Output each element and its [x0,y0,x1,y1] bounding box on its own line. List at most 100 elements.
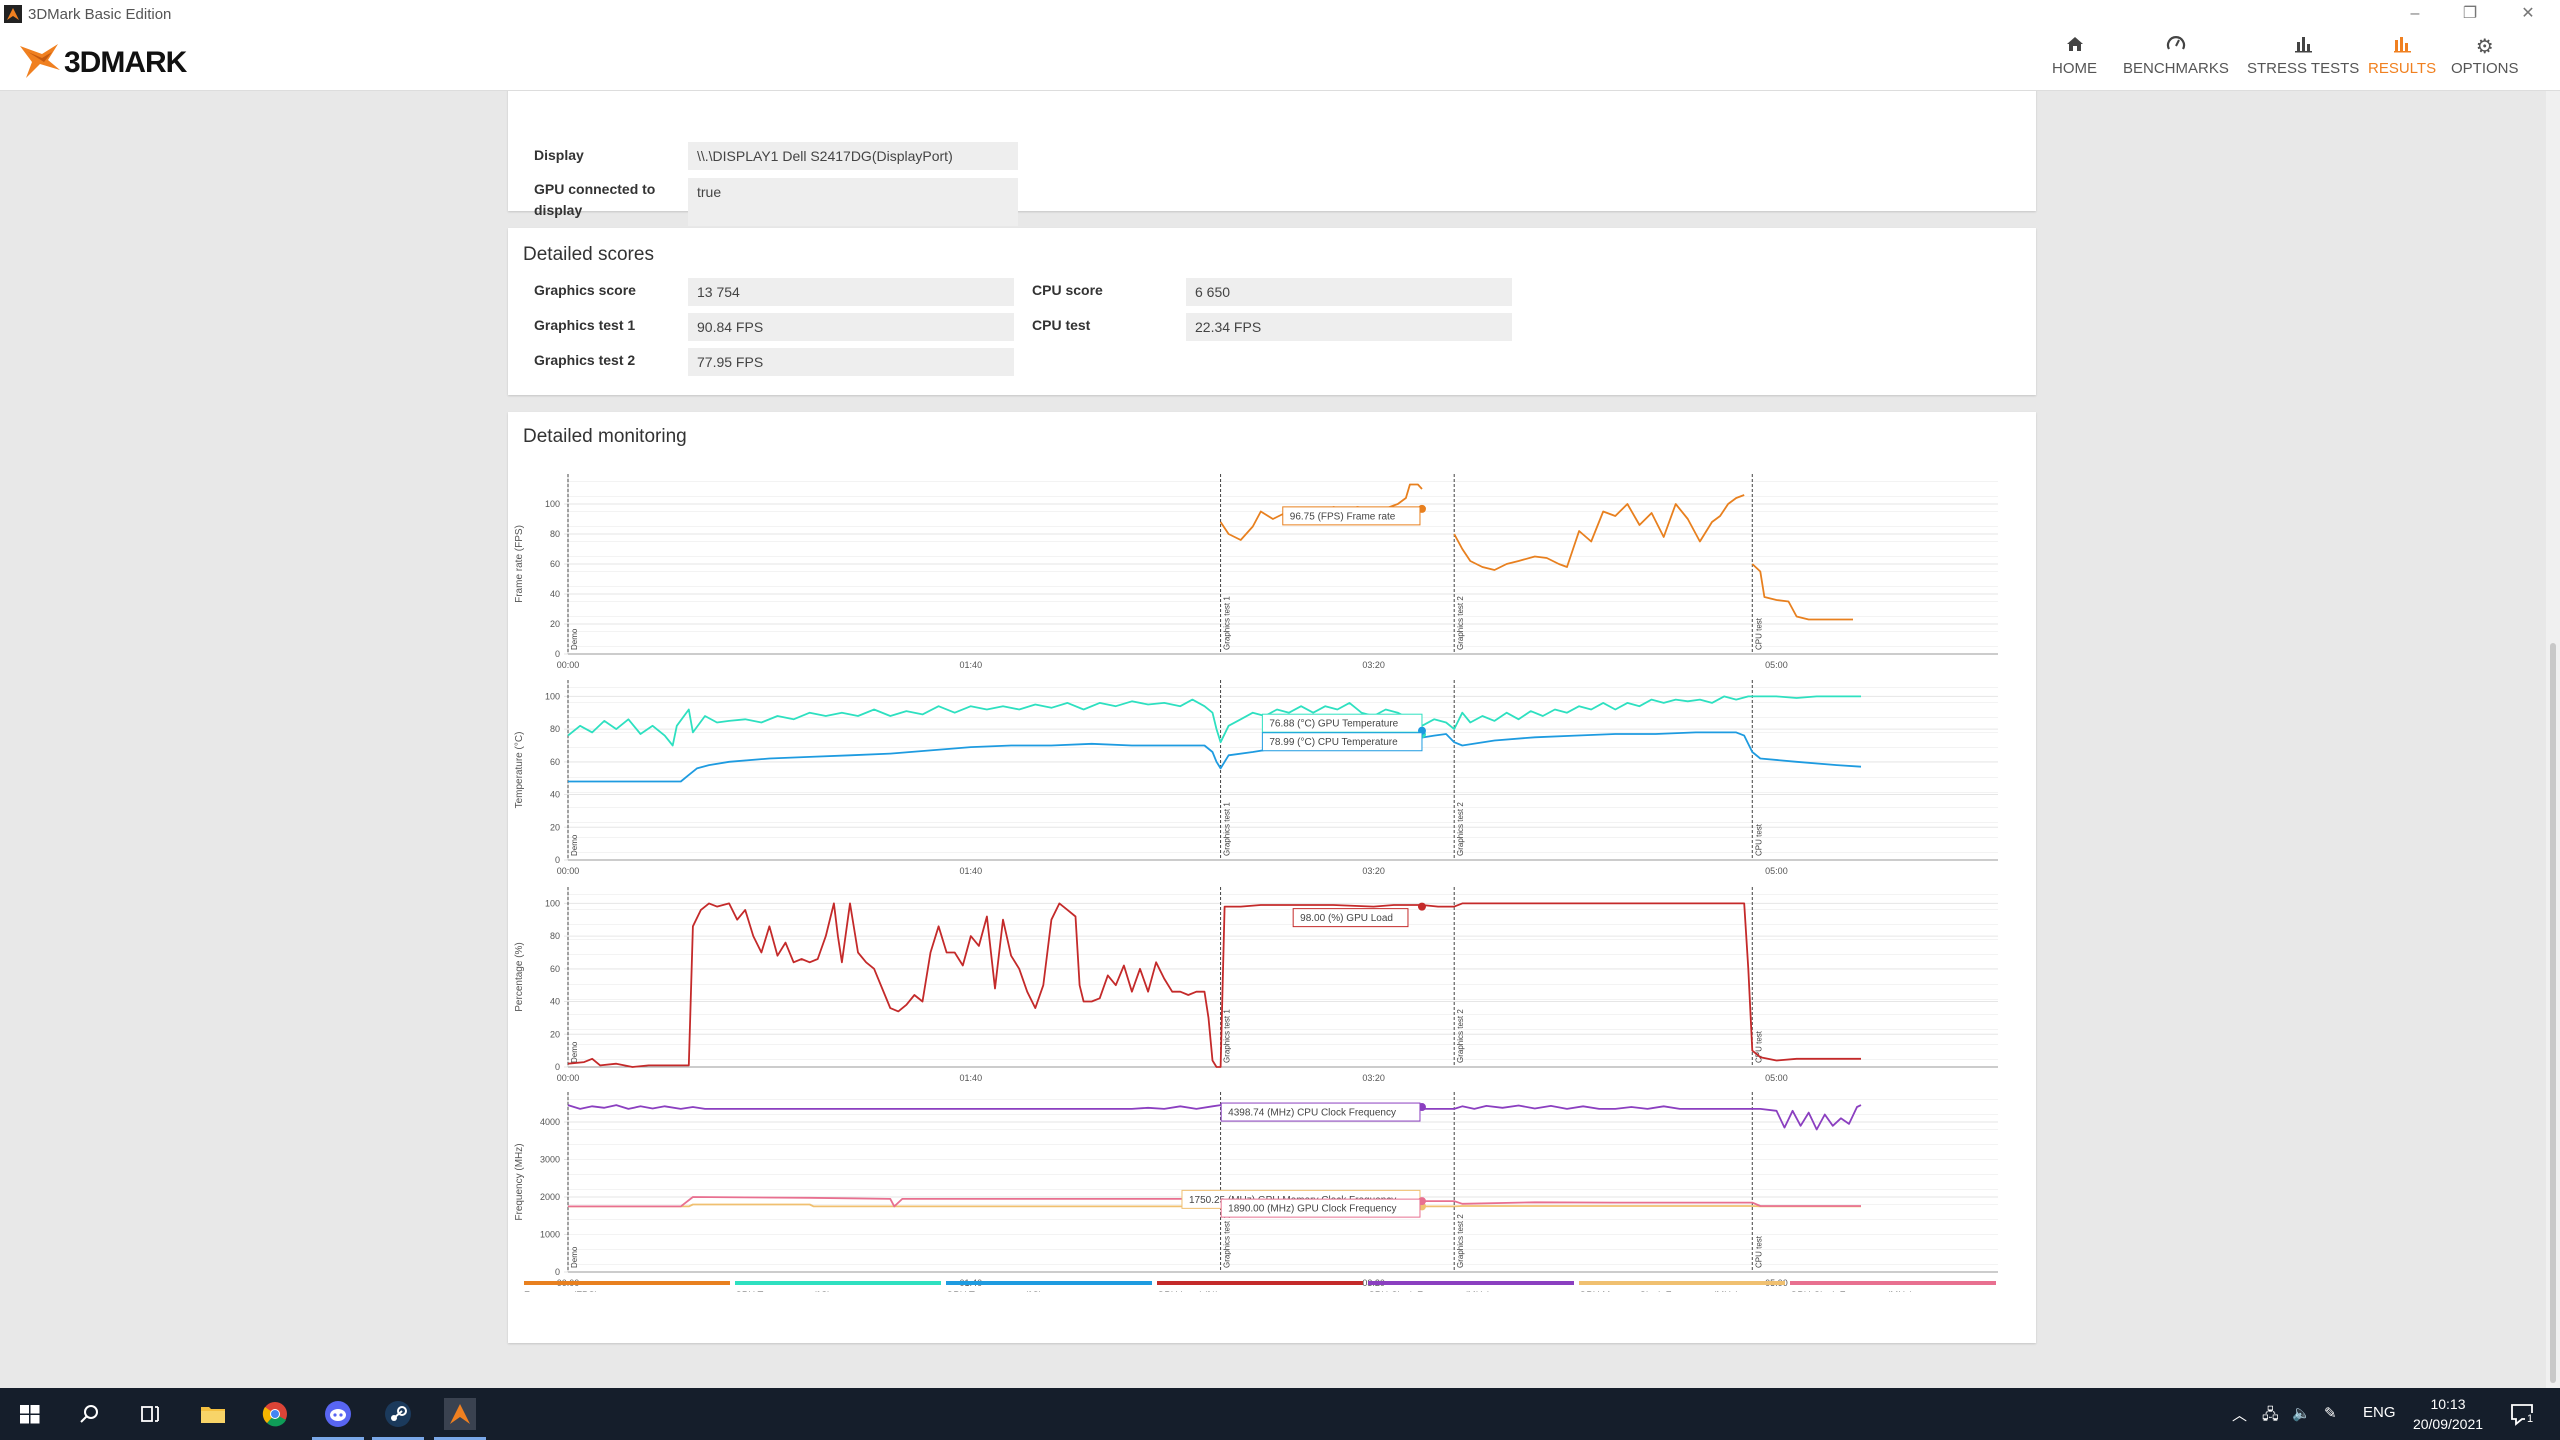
y-tick-label: 0 [555,855,560,865]
nav-options[interactable]: ⚙ OPTIONS [2451,34,2519,77]
nav-label: HOME [2052,60,2097,77]
chart-3: 0100020003000400000:0001:4003:2005:00Fre… [514,1092,1998,1288]
nav-label: STRESS TESTS [2247,60,2360,77]
display-label: Display [534,147,584,163]
chart-2: 0 20 40 60 80 100 00:00 01:40 03:20 05:00 Percenta… [514,887,1998,1083]
nav-home[interactable]: HOME [2052,34,2097,77]
legend-label: Frame rate (FPS) [524,1290,598,1292]
app-header: 3DMARK HOME BENCHMARKS STRESS TESTS RESU… [0,28,2560,91]
phase-label: Demo [570,628,579,650]
notification-count: 1 [2525,1413,2536,1425]
legend-label: GPU Memory Clock Frequency (MHz) [1579,1290,1739,1292]
phase-label: Graphics test 1 [1223,802,1232,856]
graphics-test2-value: 77.95 FPS [688,348,1014,376]
hover-point [1417,902,1426,911]
restore-button[interactable]: ❐ [2462,5,2478,22]
x-tick-label: 00:00 [557,866,580,876]
y-tick-label: 0 [555,1267,560,1277]
tooltip-box [1261,713,1423,733]
pen-icon[interactable]: ✎ [2324,1405,2337,1422]
graphics-test1-label: Graphics test 1 [534,317,636,333]
phase-label: CPU test [1754,823,1763,856]
home-icon [2052,34,2097,60]
3dmark-logo[interactable]: 3DMARK [18,40,187,80]
language-indicator[interactable]: ENG [2363,1404,2396,1421]
legend-label: GPU Load (%) [1157,1290,1219,1292]
legend-label: CPU Temperature (°C) [735,1290,830,1292]
monitoring-charts[interactable]: 0 20 40 60 80 100 00:00 01:40 03:20 05:00 Frame ra… [508,452,2036,1292]
y-tick-label: 40 [550,997,560,1007]
phase-label: CPU test [1754,1030,1763,1063]
flame-logo-icon [20,44,60,78]
y-tick-label: 2000 [540,1192,560,1202]
network-icon[interactable]: 🖧 [2262,1406,2279,1423]
legend-swatch [1579,1281,1785,1285]
tooltip-text: 96.75 (FPS) Frame rate [1290,511,1396,522]
tooltip-box [1220,1198,1421,1218]
phase-label: Graphics test 2 [1456,1214,1465,1268]
phase-label: Graphics test 2 [1456,596,1465,650]
y-tick-label: 20 [550,619,560,629]
nav-benchmarks[interactable]: BENCHMARKS [2123,34,2229,77]
x-tick-label: 03:20 [1362,660,1385,670]
x-tick-label: 05:00 [1765,1073,1788,1083]
y-axis-label: Percentage (%) [514,942,525,1011]
task-view-icon[interactable] [134,1398,166,1430]
minimize-button[interactable]: – [2410,5,2420,22]
series-line [567,695,1861,747]
legend-swatch [1157,1281,1363,1285]
legend-label: GPU Temperature (°C) [946,1290,1042,1292]
legend-swatch [1368,1281,1574,1285]
y-tick-label: 80 [550,724,560,734]
app-icon [4,5,22,23]
phase-label: Graphics test 1 [1223,1009,1232,1063]
results-icon [2368,34,2436,60]
cpu-score-label: CPU score [1032,282,1103,298]
scrollbar-thumb[interactable] [2550,643,2556,1383]
nav-label: RESULTS [2368,60,2437,77]
volume-icon[interactable]: 🔈 [2292,1405,2311,1422]
y-tick-label: 100 [545,898,560,908]
series-line [1453,494,1745,571]
cpu-test-label: CPU test [1032,317,1091,333]
steam-icon[interactable] [382,1398,414,1430]
chrome-icon[interactable] [259,1398,291,1430]
nav-stress-tests[interactable]: STRESS TESTS [2247,34,2359,77]
search-icon[interactable] [74,1398,106,1430]
graphics-test1-value: 90.84 FPS [688,313,1014,341]
close-button[interactable]: ✕ [2521,5,2535,22]
y-tick-label: 0 [555,1062,560,1072]
y-tick-label: 100 [545,691,560,701]
discord-icon[interactable] [322,1398,354,1430]
file-explorer-icon[interactable] [197,1398,229,1430]
windows-start-icon[interactable] [14,1398,46,1430]
series-line [567,902,1861,1068]
x-tick-label: 01:40 [960,866,983,876]
tray-overflow-icon[interactable]: ︿ [2232,1407,2248,1424]
chart-legend: Frame rate (FPS) CPU Temperature (°C) GPU … [524,1281,1996,1292]
notification-icon[interactable]: 1 [2508,1400,2536,1428]
series-line [1751,563,1853,621]
series-line [568,731,1862,783]
detailed-scores-card: Detailed scores Graphics score 13 754 Gr… [508,228,2036,395]
display-value: \\.\DISPLAY1 Dell S2417DG(DisplayPort) [688,142,1018,170]
legend-swatch [524,1281,730,1285]
phase-label: Demo [570,1041,579,1063]
clock[interactable]: 10:13 20/09/2021 [2408,1394,2488,1434]
nav-results[interactable]: RESULTS [2368,34,2436,77]
system-info-card: Display \\.\DISPLAY1 Dell S2417DG(Displa… [508,91,2036,226]
y-tick-label: 60 [550,757,560,767]
series-line [567,1104,1862,1131]
detailed-monitoring-title: Detailed monitoring [523,426,687,447]
3dmark-taskbar-icon[interactable] [444,1398,476,1430]
y-tick-label: 40 [550,589,560,599]
tooltip-text: 76.88 (°C) GPU Temperature [1269,719,1398,730]
vertical-scrollbar[interactable] [2546,91,2560,1388]
y-tick-label: 20 [550,822,560,832]
chart-1: 0 20 40 60 80 100 00:00 01:40 03:20 05:00 Temperat… [514,680,1998,876]
results-content[interactable]: Display \\.\DISPLAY1 Dell S2417DG(Displa… [0,91,2546,1388]
tooltip-box [1261,732,1423,752]
x-tick-label: 05:00 [1765,660,1788,670]
y-axis-label: Frame rate (FPS) [514,525,525,603]
phase-label: Graphics test 1 [1223,596,1232,650]
